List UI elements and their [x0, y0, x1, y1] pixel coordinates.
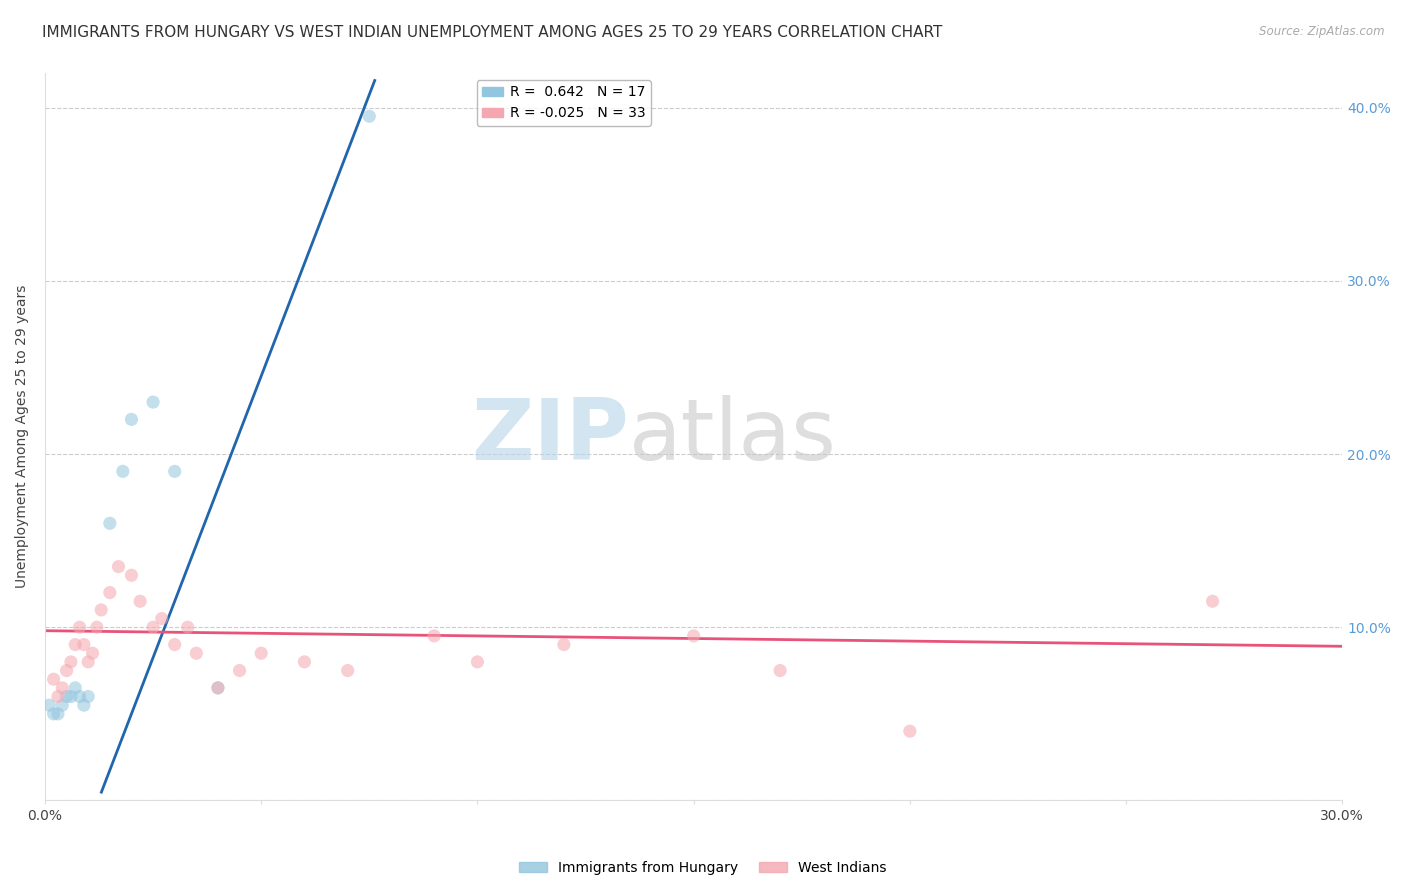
Point	[73, 638, 96, 652]
Point	[142, 395, 165, 409]
Point	[111, 464, 134, 478]
Point	[69, 690, 91, 704]
Point	[86, 620, 108, 634]
Point	[82, 646, 104, 660]
Point	[120, 412, 142, 426]
Point	[69, 620, 91, 634]
Point	[55, 690, 77, 704]
Point	[176, 620, 198, 634]
Point	[77, 655, 100, 669]
Point	[207, 681, 229, 695]
Point	[120, 568, 142, 582]
Point	[77, 690, 100, 704]
Point	[73, 698, 96, 713]
Point	[228, 664, 250, 678]
Point	[65, 681, 87, 695]
Text: Source: ZipAtlas.com: Source: ZipAtlas.com	[1260, 25, 1385, 38]
Point	[98, 585, 121, 599]
Point	[142, 620, 165, 634]
Text: ZIP: ZIP	[471, 395, 628, 478]
Point	[129, 594, 152, 608]
Point	[42, 706, 65, 721]
Point	[51, 698, 73, 713]
Point	[98, 516, 121, 531]
Legend: Immigrants from Hungary, West Indians: Immigrants from Hungary, West Indians	[513, 855, 893, 880]
Point	[59, 655, 82, 669]
Point	[42, 672, 65, 686]
Point	[359, 109, 381, 123]
Point	[336, 664, 359, 678]
Point	[294, 655, 316, 669]
Point	[467, 655, 489, 669]
Point	[107, 559, 129, 574]
Point	[682, 629, 704, 643]
Point	[150, 611, 173, 625]
Point	[38, 698, 60, 713]
Point	[207, 681, 229, 695]
Point	[1201, 594, 1223, 608]
Point	[898, 724, 921, 739]
Point	[55, 664, 77, 678]
Point	[423, 629, 446, 643]
Point	[46, 706, 69, 721]
Text: IMMIGRANTS FROM HUNGARY VS WEST INDIAN UNEMPLOYMENT AMONG AGES 25 TO 29 YEARS CO: IMMIGRANTS FROM HUNGARY VS WEST INDIAN U…	[42, 25, 942, 40]
Legend: R =  0.642   N = 17, R = -0.025   N = 33: R = 0.642 N = 17, R = -0.025 N = 33	[477, 80, 651, 126]
Point	[51, 681, 73, 695]
Point	[186, 646, 208, 660]
Text: atlas: atlas	[628, 395, 837, 478]
Point	[553, 638, 575, 652]
Y-axis label: Unemployment Among Ages 25 to 29 years: Unemployment Among Ages 25 to 29 years	[15, 285, 30, 589]
Point	[769, 664, 792, 678]
Point	[163, 464, 186, 478]
Point	[90, 603, 112, 617]
Point	[65, 638, 87, 652]
Point	[59, 690, 82, 704]
Point	[46, 690, 69, 704]
Point	[163, 638, 186, 652]
Point	[250, 646, 273, 660]
